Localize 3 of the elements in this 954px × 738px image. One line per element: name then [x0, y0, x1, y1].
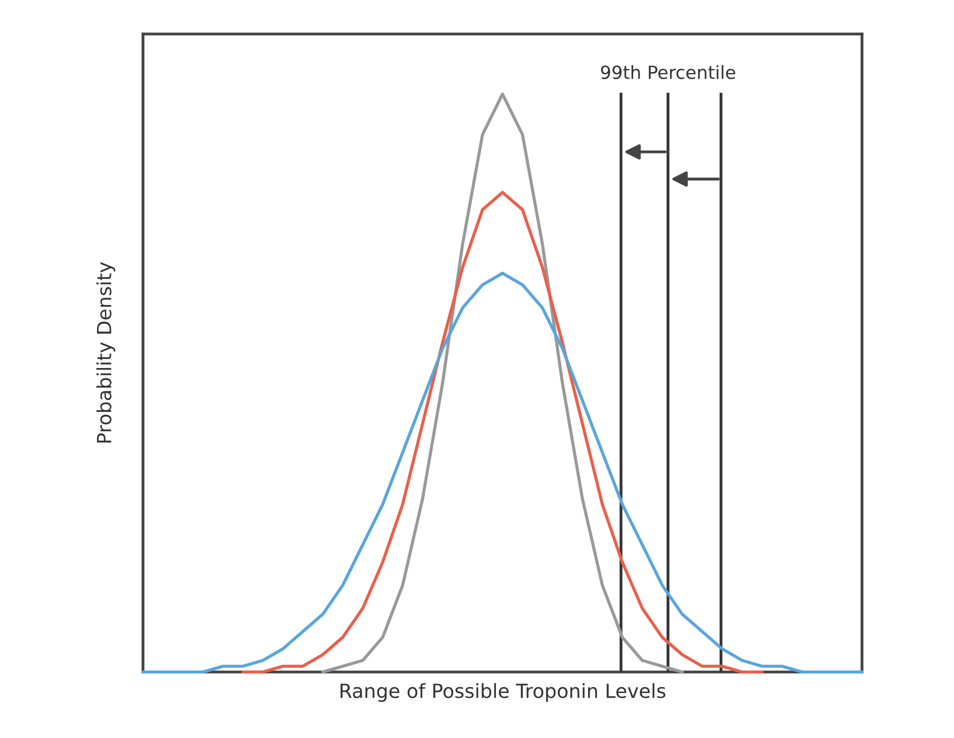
x-axis-title: Range of Possible Troponin Levels: [340, 683, 666, 702]
text: 99th Percentile: [600, 65, 736, 80]
y-axis-title: Probability Density: [96, 262, 116, 443]
